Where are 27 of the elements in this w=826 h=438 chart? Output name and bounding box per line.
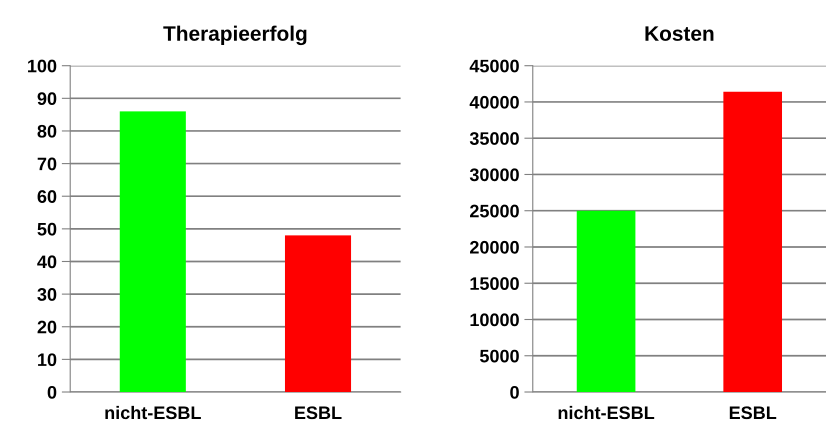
y-tick-label: 30000 <box>470 168 519 182</box>
y-tick-label: 5000 <box>480 350 519 362</box>
x-tick-label: nicht-ESBL <box>558 406 654 420</box>
chart-title: Kosten <box>645 26 714 41</box>
y-tick-label: 20 <box>38 320 56 334</box>
y-tick-label: 90 <box>38 92 56 106</box>
y-tick-label: 20000 <box>470 240 519 254</box>
x-tick-label: nicht-ESBL <box>105 406 201 420</box>
y-tick-label: 25000 <box>470 204 519 218</box>
y-tick-label: 10000 <box>470 313 519 326</box>
y-tick-label: 70 <box>38 158 56 170</box>
y-tick-label: 50 <box>37 222 56 236</box>
y-tick-label: 30 <box>37 288 56 301</box>
y-tick-label: 40 <box>37 255 56 268</box>
y-tick-label: 40000 <box>470 96 519 109</box>
y-tick-label: 35000 <box>470 132 519 145</box>
y-tick-label: 10 <box>38 353 56 366</box>
y-tick-label: 80 <box>38 124 56 138</box>
chart-title: Therapieerfolg <box>163 26 306 46</box>
y-tick-label: 0 <box>510 386 519 399</box>
x-tick-label: ESBL <box>295 406 342 420</box>
y-tick-label: 15000 <box>470 277 519 290</box>
y-tick-label: 60 <box>38 190 56 203</box>
y-tick-label: 100 <box>28 60 56 72</box>
y-tick-label: 0 <box>48 386 56 399</box>
x-tick-label: ESBL <box>730 406 776 420</box>
y-tick-label: 45000 <box>470 60 519 72</box>
